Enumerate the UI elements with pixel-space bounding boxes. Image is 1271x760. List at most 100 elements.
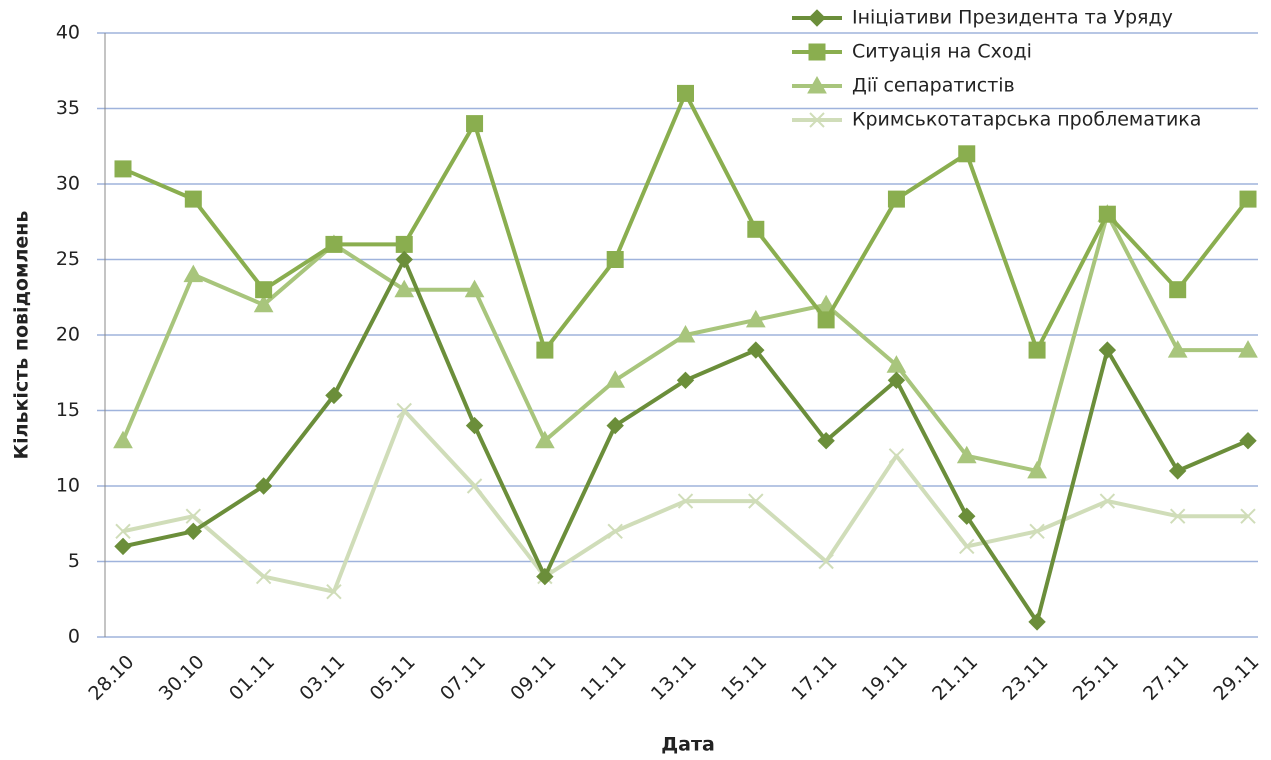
marker <box>1029 523 1045 540</box>
x-tick-label: 21.11 <box>928 651 982 705</box>
series-line <box>121 212 1248 473</box>
marker <box>956 445 977 464</box>
x-tick-label: 05.11 <box>366 651 420 705</box>
marker <box>1028 341 1046 359</box>
marker <box>675 324 696 343</box>
marker <box>607 523 623 540</box>
marker <box>255 281 273 299</box>
marker <box>464 279 485 298</box>
y-tick-label: 25 <box>56 248 80 270</box>
x-tick-label: 11.11 <box>577 651 631 705</box>
marker <box>536 567 554 586</box>
y-tick-label: 20 <box>56 324 80 346</box>
marker <box>1027 460 1047 479</box>
marker <box>326 583 342 600</box>
x-tick-label: 15.11 <box>717 651 771 705</box>
y-tick-label: 35 <box>56 97 80 119</box>
marker <box>676 371 695 390</box>
marker <box>606 251 624 268</box>
x-tick-label: 17.11 <box>788 651 842 705</box>
marker <box>1169 508 1186 524</box>
marker <box>396 402 412 419</box>
marker <box>887 371 906 390</box>
marker <box>466 115 484 133</box>
marker <box>808 43 826 61</box>
marker <box>817 431 835 450</box>
marker <box>748 493 764 509</box>
x-tick-label: 23.11 <box>998 651 1052 705</box>
marker <box>115 523 131 540</box>
marker <box>818 553 834 570</box>
legend-label: Ініціативи Президента та Уряду <box>852 7 1173 29</box>
x-tick-label: 25.11 <box>1069 651 1123 705</box>
marker <box>745 309 766 328</box>
marker <box>114 160 132 178</box>
marker <box>888 448 905 464</box>
y-tick-label: 30 <box>56 173 80 195</box>
marker <box>958 507 976 525</box>
marker <box>807 75 827 94</box>
y-tick-label: 40 <box>56 22 80 44</box>
marker <box>325 386 343 405</box>
marker <box>185 508 202 524</box>
marker <box>1168 462 1187 480</box>
x-tick-label: 19.11 <box>858 651 912 705</box>
marker <box>184 522 203 541</box>
x-tick-label: 27.11 <box>1139 651 1193 705</box>
marker <box>184 190 202 208</box>
marker <box>465 416 484 435</box>
x-tick-label: 01.11 <box>225 651 279 705</box>
marker <box>395 235 413 253</box>
x-tick-label: 30.10 <box>155 651 209 705</box>
marker <box>113 430 133 449</box>
marker <box>466 478 483 494</box>
marker <box>747 220 765 238</box>
legend-label: Дії сепаратистів <box>852 75 1015 97</box>
y-tick-label: 5 <box>68 550 80 572</box>
marker <box>1098 205 1116 223</box>
marker <box>887 190 905 208</box>
marker <box>394 279 415 298</box>
marker <box>253 294 274 313</box>
y-tick-label: 10 <box>56 475 80 497</box>
marker <box>114 537 132 556</box>
marker <box>958 145 976 163</box>
marker <box>1098 341 1117 359</box>
marker <box>1167 340 1188 358</box>
marker <box>395 250 413 269</box>
legend: Ініціативи Президента та Уряду Ситуація н… <box>792 7 1201 131</box>
marker <box>254 477 273 495</box>
marker <box>255 568 272 585</box>
y-axis-title: Кількість повідомлень <box>11 211 33 460</box>
marker <box>1238 340 1258 358</box>
marker <box>808 9 826 27</box>
marker <box>536 341 554 359</box>
marker <box>1099 493 1116 509</box>
marker <box>1028 613 1046 631</box>
x-tick-label: 09.11 <box>506 651 560 705</box>
marker <box>1239 190 1257 208</box>
x-tick-label: 13.11 <box>647 651 701 705</box>
marker <box>747 341 765 359</box>
marker <box>677 493 694 509</box>
y-tick-label: 0 <box>68 626 80 648</box>
marker <box>1169 281 1187 299</box>
marker <box>325 235 343 253</box>
legend-label: Кримськотатарська проблематика <box>852 109 1201 131</box>
x-tick-label: 29.11 <box>1209 651 1263 705</box>
marker <box>535 430 555 449</box>
marker <box>809 112 825 128</box>
marker <box>677 84 694 102</box>
marker <box>1239 431 1257 450</box>
marker <box>959 538 975 555</box>
marker <box>606 416 624 435</box>
marker <box>817 311 835 329</box>
marker <box>183 264 204 283</box>
x-tick-label: 07.11 <box>436 651 490 705</box>
x-tick-label: 03.11 <box>295 651 349 705</box>
x-axis-title: Дата <box>661 734 715 756</box>
marker <box>1240 508 1256 524</box>
marker <box>605 370 626 388</box>
legend-label: Ситуація на Сході <box>852 41 1032 63</box>
